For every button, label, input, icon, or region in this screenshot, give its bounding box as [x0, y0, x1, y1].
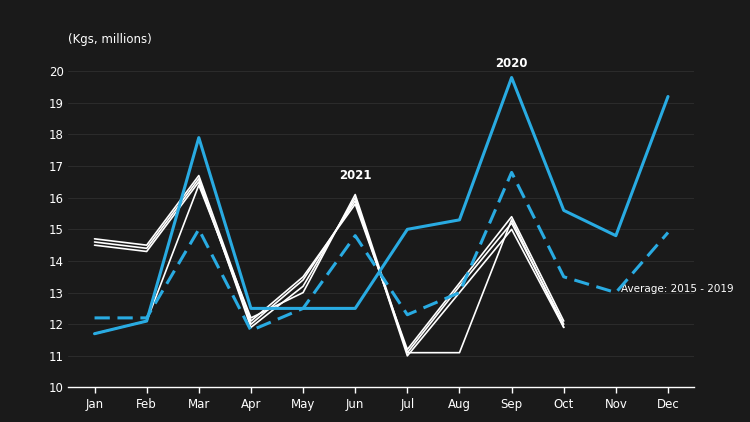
Text: Average: 2015 - 2019: Average: 2015 - 2019	[621, 284, 734, 295]
Text: 2021: 2021	[339, 169, 371, 182]
Text: (Kgs, millions): (Kgs, millions)	[68, 33, 152, 46]
Text: 2020: 2020	[495, 57, 528, 70]
